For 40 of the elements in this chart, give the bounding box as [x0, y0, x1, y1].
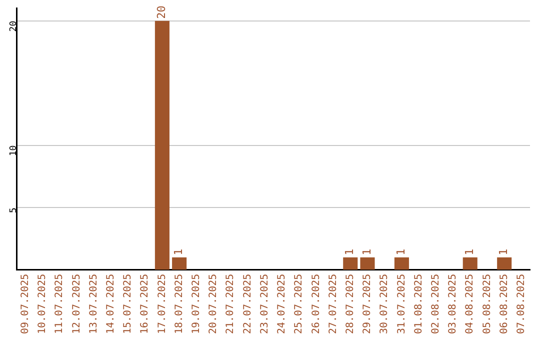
x-tick-label: 26.07.2025 [310, 274, 322, 334]
x-tick-label: 19.07.2025 [191, 274, 202, 334]
x-tick-label: 24.07.2025 [276, 274, 288, 334]
x-tick-label: 16.07.2025 [140, 274, 151, 334]
data-label: 20 [155, 6, 168, 19]
x-tick-label: 20.07.2025 [208, 274, 220, 334]
x-tick-label: 21.07.2025 [225, 274, 236, 334]
x-tick-label: 15.07.2025 [122, 274, 134, 334]
data-label: 1 [172, 248, 186, 256]
x-tick-label: 18.07.2025 [174, 274, 185, 334]
x-tick-label: 31.07.2025 [396, 274, 408, 334]
data-label: 1 [394, 248, 408, 256]
y-tick-label: 10 [9, 145, 20, 156]
x-tick-label: 25.07.2025 [294, 274, 305, 334]
data-label: 1 [462, 248, 476, 256]
x-tick-label: 13.07.2025 [88, 274, 100, 334]
x-tick-label: 29.07.2025 [362, 274, 374, 334]
x-tick-label: 06.08.2025 [498, 274, 510, 334]
x-tick-label: 12.07.2025 [71, 274, 82, 334]
x-tick-label: 01.08.2025 [413, 274, 424, 334]
x-tick-label: 03.08.2025 [448, 274, 459, 334]
y-tick-label: 20 [9, 20, 20, 32]
x-tick-label: 10.07.2025 [37, 274, 48, 334]
x-tick-label: 17.07.2025 [156, 274, 168, 334]
x-tick-label: 04.08.2025 [464, 274, 476, 334]
x-tick-label: 11.07.2025 [54, 274, 66, 334]
x-tick-label: 07.08.2025 [516, 274, 528, 334]
data-label: 1 [497, 248, 510, 256]
data-label: 1 [360, 248, 374, 256]
x-tick-label: 27.07.2025 [328, 274, 339, 334]
x-tick-label: 05.08.2025 [482, 274, 493, 334]
x-tick-label: 14.07.2025 [105, 274, 116, 334]
x-tick-label: 22.07.2025 [242, 274, 254, 334]
x-tick-label: 02.08.2025 [430, 274, 442, 334]
data-label: 1 [343, 248, 356, 256]
x-tick-label: 30.07.2025 [379, 274, 390, 334]
x-tick-label: 09.07.2025 [20, 274, 31, 334]
x-tick-label: 28.07.2025 [344, 274, 356, 334]
y-tick-label: 5 [9, 208, 20, 213]
x-tick-label: 23.07.2025 [259, 274, 270, 334]
